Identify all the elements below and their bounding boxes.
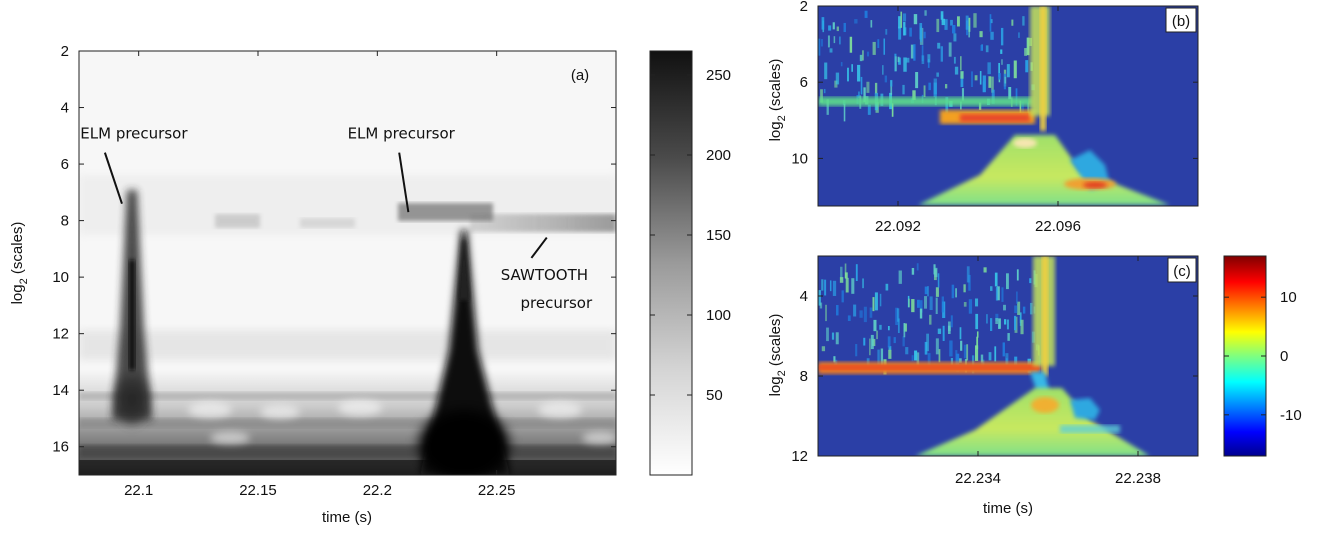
panel-c-label: (c) — [1173, 263, 1191, 280]
panel-a-annotation-text: ELM precursor — [348, 125, 456, 143]
panel-a-annotation-text: precursor — [520, 294, 593, 312]
panel-c-heatmap — [818, 256, 1198, 456]
panel-b-frame — [817, 5, 1199, 207]
panel-a-colorbar: 50 100 150 200 250 — [649, 50, 731, 476]
panel-a-heatmap — [79, 51, 616, 475]
panel-c: (c) 22.234 22.238 4 8 12 time (s) log2 (scal… — [767, 255, 1199, 517]
panel-c-xtick-label: 22.238 — [1115, 470, 1161, 487]
panel-a-xtick-label: 22.1 — [124, 482, 153, 499]
panel-a-colorbar-tick-label: 150 — [706, 227, 731, 244]
panel-a-colorbar-tick-label: 100 — [706, 307, 731, 324]
panel-c-colorbar-tick-label: 0 — [1280, 348, 1288, 365]
panel-a-annotation-text: ELM precursor — [80, 125, 188, 143]
panel-b-ytick-label: 6 — [800, 74, 808, 91]
panel-a-annotation-pointer — [530, 236, 548, 259]
panel-a-xlabel: time (s) — [322, 509, 372, 526]
panel-c-ytick-label: 4 — [800, 288, 808, 305]
panel-c-colorbar-tick-label: 10 — [1280, 289, 1297, 306]
panel-c-label-box — [1167, 257, 1197, 283]
panel-b: (b) 22.092 22.096 2 6 10 log2 (scales) — [767, 0, 1199, 235]
panel-a-frame — [78, 50, 617, 476]
panel-c-colorbar-tick-label: -10 — [1280, 407, 1302, 424]
panel-c-ytick-label: 8 — [800, 368, 808, 385]
panel-c-xtick-label: 22.234 — [955, 470, 1001, 487]
panel-a-annotation-pointer — [103, 152, 123, 204]
panel-a-ytick-label: 12 — [52, 326, 69, 343]
panel-c-colorbar: -10 0 10 — [1223, 255, 1302, 457]
panel-a-label: (a) — [571, 67, 589, 84]
panel-a-colorbar-tick-label: 200 — [706, 147, 731, 164]
panel-b-xtick-label: 22.096 — [1035, 218, 1081, 235]
panel-a-ytick-label: 14 — [52, 382, 69, 399]
panel-c-ytick-label: 12 — [791, 448, 808, 465]
panel-b-heatmap — [818, 6, 1198, 206]
panel-a-xtick-label: 22.2 — [363, 482, 392, 499]
panel-a-colorbar-ticks: 50 100 150 200 250 — [650, 67, 731, 404]
panel-a-ytick-label: 8 — [61, 213, 69, 230]
panel-c-xlabel: time (s) — [983, 500, 1033, 517]
panel-b-ytick-label: 2 — [800, 0, 808, 15]
panel-b-label-box — [1165, 7, 1197, 33]
panel-b-xtick-label: 22.092 — [875, 218, 921, 235]
panel-c-frame — [817, 255, 1199, 457]
panel-c-axes: 22.234 22.238 4 8 12 — [791, 256, 1198, 487]
panel-a-annotation-text: SAWTOOTH — [501, 266, 588, 284]
panel-a-xtick-label: 22.25 — [478, 482, 516, 499]
panel-a-ylabel: log2 (scales) — [9, 222, 30, 305]
panel-c-ylabel: log2 (scales) — [767, 314, 788, 397]
panel-a-ytick-label: 10 — [52, 269, 69, 286]
panel-c-colorbar-ticks: -10 0 10 — [1224, 289, 1302, 424]
panel-a-ytick-label: 4 — [61, 100, 69, 117]
panel-b-label: (b) — [1172, 13, 1190, 30]
panel-a-colorbar-gradient — [649, 50, 693, 476]
panel-a-annotations: ELM precursor ELM precursor SAWTOOTH precur… — [80, 125, 593, 313]
panel-b-ytick-label: 10 — [791, 150, 808, 167]
panel-c-colorbar-gradient — [1223, 255, 1267, 457]
panel-a-ytick-label: 6 — [61, 156, 69, 173]
panel-a: (a) ELM precursor ELM precursor SAWTOOTH pr… — [9, 43, 617, 526]
panel-a-colorbar-tick-label: 50 — [706, 387, 723, 404]
panel-a-axes: 22.1 22.15 22.2 22.25 2 4 6 8 10 12 14 16 — [52, 43, 616, 499]
panel-b-axes: 22.092 22.096 2 6 10 — [791, 0, 1198, 235]
panel-a-ytick-label: 16 — [52, 439, 69, 456]
panel-b-ylabel: log2 (scales) — [767, 59, 788, 142]
panel-a-annotation-pointer — [398, 152, 410, 213]
panel-a-colorbar-tick-label: 250 — [706, 67, 731, 84]
panel-a-xtick-label: 22.15 — [239, 482, 277, 499]
panel-a-ytick-label: 2 — [61, 43, 69, 60]
